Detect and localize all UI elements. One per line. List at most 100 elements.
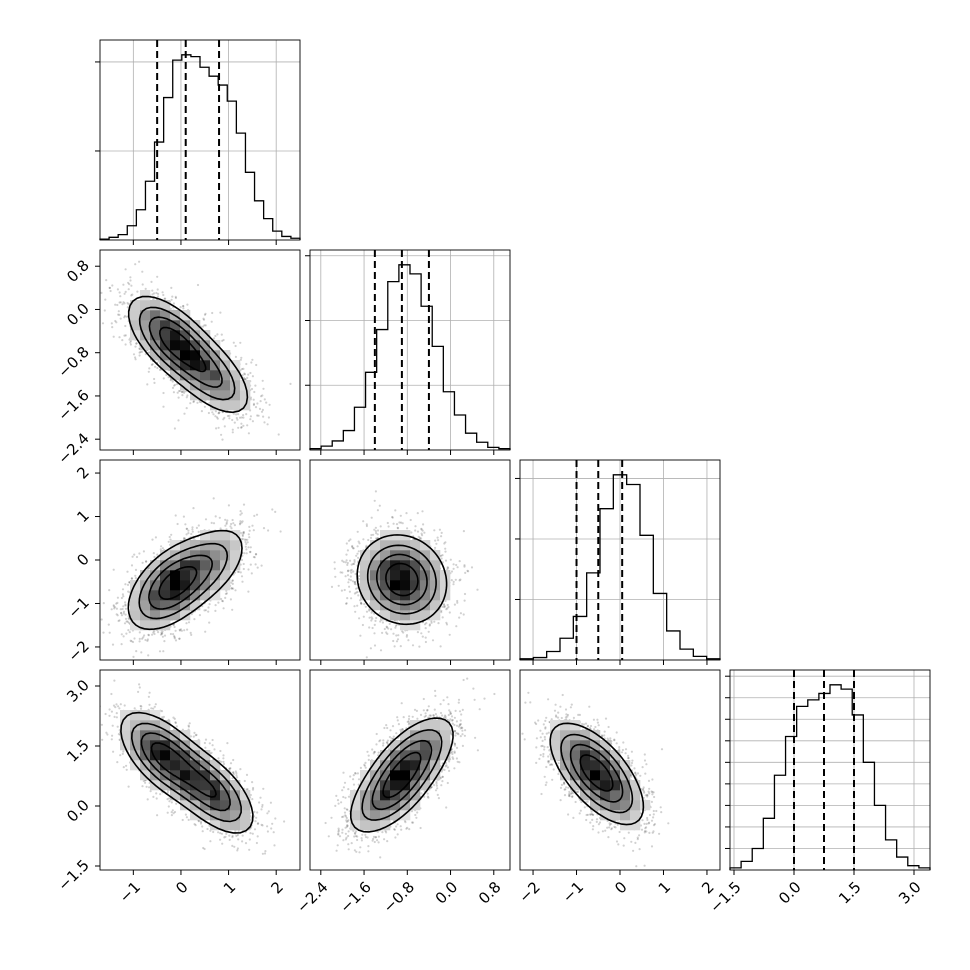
density-cell [150,330,161,341]
scatter-point [254,553,257,556]
scatter-point [262,527,266,530]
scatter-point [126,583,130,587]
scatter-point [213,337,216,340]
scatter-point [164,297,167,300]
density-cell [190,330,201,341]
scatter-point [174,383,177,386]
scatter-point [216,333,219,336]
density-cell [190,350,201,361]
scatter-point [263,398,266,401]
scatter-point [240,521,243,524]
scatter-point [123,316,126,319]
scatter-point [242,562,245,566]
scatter-point [131,293,134,296]
density-cell [230,380,241,391]
scatter-point [225,528,228,531]
scatter-point [255,553,258,556]
scatter-point [239,522,242,525]
scatter-point [172,302,175,305]
scatter-point [174,295,177,298]
density-cell [190,370,201,381]
scatter-point [146,639,149,643]
scatter-point [244,538,247,541]
scatter-point [185,527,188,531]
density-cell [170,340,181,351]
scatter-point [112,568,115,571]
scatter-point [221,600,224,603]
scatter-point [110,608,113,611]
scatter-point [222,418,225,421]
scatter-point [119,317,122,320]
density-cell [180,320,191,331]
scatter-point [150,280,153,283]
scatter-point [217,426,220,429]
scatter-point [117,310,120,313]
scatter-point [170,533,173,536]
scatter-point [108,286,111,289]
scatter-point [254,384,257,387]
scatter-point [204,312,207,315]
scatter-point [260,395,263,398]
scatter-point [232,522,235,525]
scatter-point [127,621,130,624]
scatter-point [126,570,129,573]
scatter-point [219,311,222,314]
scatter-point [210,521,213,525]
scatter-point [241,537,244,541]
scatter-point [110,322,113,325]
scatter-point [260,564,263,567]
scatter-point [114,319,117,323]
scatter-point [123,302,126,305]
scatter-point [231,579,234,583]
scatter-point [253,514,256,518]
scatter-point [108,286,111,290]
scatter-point [162,391,165,395]
density-cell [210,350,221,361]
histogram-panel-3 [515,459,721,665]
scatter-point [129,339,132,343]
scatter-point [203,609,206,612]
density-cell [140,340,151,351]
scatter-point [246,424,249,427]
scatter-point [129,343,132,346]
scatter-point [192,507,195,510]
scatter-point [123,622,127,625]
scatter-point [215,416,219,419]
scatter-point [200,410,203,413]
scatter-point [252,403,255,407]
scatter-point [233,524,236,527]
scatter-point [225,522,228,526]
scatter-point [242,530,245,534]
scatter-point [214,410,217,413]
scatter-point [121,593,124,596]
scatter-point [138,552,141,555]
scatter-point [178,628,181,631]
scatter-point [131,640,135,644]
scatter-point [208,621,211,624]
density-cell [150,340,161,351]
scatter-point [185,527,189,530]
scatter-point [115,602,118,605]
scatter-point [152,631,155,634]
scatter-point [191,530,194,533]
scatter-point [172,623,175,627]
scatter-point [202,318,206,321]
scatter-point [261,408,264,411]
panel-frame [729,669,931,871]
scatter-point [171,386,175,389]
scatter-point [239,358,242,361]
scatter-point [238,416,242,419]
scatter-point [152,552,155,555]
scatter-point [178,637,181,640]
scatter-point [105,279,108,282]
scatter-point [191,526,194,529]
density-cell [150,320,161,331]
scatter-point [244,545,247,548]
density-cell [140,310,151,321]
scatter-point [131,662,133,664]
scatter-point [155,291,158,295]
scatter-point [127,281,130,284]
scatter-point [230,587,233,590]
scatter-point [241,533,244,536]
scatter-point [114,303,117,306]
